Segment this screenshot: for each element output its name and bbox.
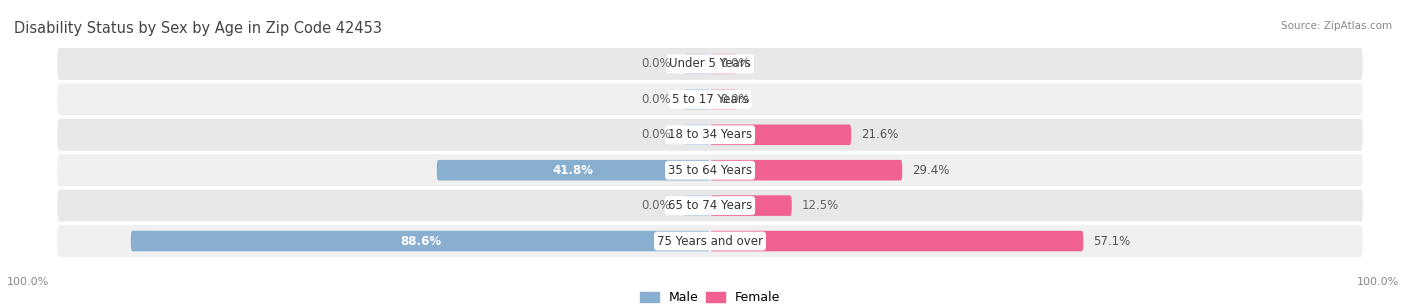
FancyBboxPatch shape (710, 196, 792, 216)
Text: 65 to 74 Years: 65 to 74 Years (668, 199, 752, 212)
FancyBboxPatch shape (56, 118, 1364, 152)
FancyBboxPatch shape (131, 231, 710, 251)
Text: Under 5 Years: Under 5 Years (669, 57, 751, 70)
Text: 41.8%: 41.8% (553, 164, 593, 177)
Text: 5 to 17 Years: 5 to 17 Years (672, 93, 748, 106)
FancyBboxPatch shape (56, 188, 1364, 223)
FancyBboxPatch shape (710, 231, 1084, 251)
FancyBboxPatch shape (710, 89, 737, 109)
Text: 0.0%: 0.0% (641, 128, 671, 141)
FancyBboxPatch shape (437, 160, 710, 181)
FancyBboxPatch shape (683, 54, 710, 74)
Text: 18 to 34 Years: 18 to 34 Years (668, 128, 752, 141)
Text: 29.4%: 29.4% (912, 164, 949, 177)
Text: 100.0%: 100.0% (1357, 277, 1399, 287)
FancyBboxPatch shape (710, 54, 737, 74)
FancyBboxPatch shape (56, 224, 1364, 258)
Text: 57.1%: 57.1% (1092, 235, 1130, 248)
Text: 0.0%: 0.0% (641, 57, 671, 70)
Text: 21.6%: 21.6% (860, 128, 898, 141)
Text: 0.0%: 0.0% (720, 93, 749, 106)
FancyBboxPatch shape (56, 47, 1364, 81)
Text: 100.0%: 100.0% (7, 277, 49, 287)
FancyBboxPatch shape (56, 82, 1364, 117)
FancyBboxPatch shape (683, 196, 710, 216)
FancyBboxPatch shape (683, 89, 710, 109)
Text: 0.0%: 0.0% (720, 57, 749, 70)
FancyBboxPatch shape (710, 124, 851, 145)
Legend: Male, Female: Male, Female (640, 291, 780, 304)
Text: Source: ZipAtlas.com: Source: ZipAtlas.com (1281, 21, 1392, 31)
Text: 12.5%: 12.5% (801, 199, 839, 212)
FancyBboxPatch shape (683, 124, 710, 145)
FancyBboxPatch shape (56, 153, 1364, 187)
Text: Disability Status by Sex by Age in Zip Code 42453: Disability Status by Sex by Age in Zip C… (14, 21, 382, 36)
Text: 35 to 64 Years: 35 to 64 Years (668, 164, 752, 177)
Text: 75 Years and over: 75 Years and over (657, 235, 763, 248)
Text: 88.6%: 88.6% (399, 235, 441, 248)
Text: 0.0%: 0.0% (641, 93, 671, 106)
Text: 0.0%: 0.0% (641, 199, 671, 212)
FancyBboxPatch shape (710, 160, 903, 181)
